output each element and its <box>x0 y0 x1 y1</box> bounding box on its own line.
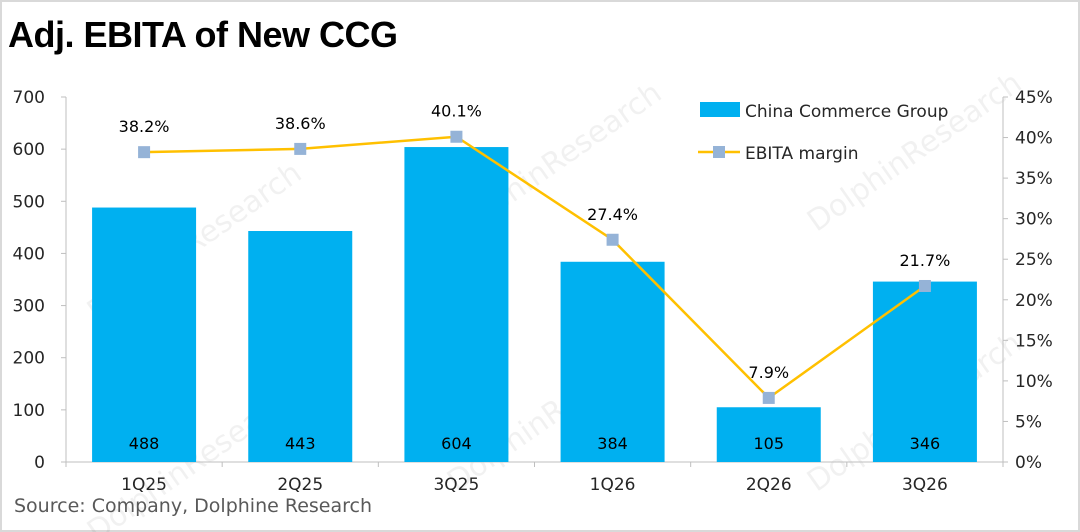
bar <box>404 147 509 463</box>
legend-swatch-marker <box>713 146 725 158</box>
margin-marker <box>918 279 931 292</box>
left-tick-label: 700 <box>13 88 45 108</box>
legend-swatch-bar <box>700 102 740 117</box>
margin-marker <box>762 391 775 404</box>
bar <box>716 407 821 462</box>
x-tick-label: 3Q25 <box>433 475 479 495</box>
bar <box>92 207 197 462</box>
margin-line <box>144 135 926 400</box>
right-tick-label: 30% <box>1015 210 1053 230</box>
margin-value-label: 38.2% <box>119 117 170 136</box>
x-tick-label: 3Q26 <box>902 475 948 495</box>
bar-value-label: 604 <box>441 434 472 453</box>
chart-title: Adj. EBITA of New CCG <box>8 14 398 55</box>
right-tick-label: 10% <box>1015 372 1053 392</box>
legend-label: China Commerce Group <box>745 102 948 122</box>
right-tick-label: 40% <box>1015 129 1053 149</box>
right-tick-label: 0% <box>1015 453 1042 473</box>
left-tick-label: 600 <box>13 140 45 160</box>
bar <box>248 231 353 462</box>
right-tick-label: 45% <box>1015 88 1053 108</box>
x-tick-label: 1Q25 <box>121 475 167 495</box>
x-tick-label: 2Q25 <box>277 475 323 495</box>
margin-marker <box>138 146 151 159</box>
bar-value-label: 105 <box>753 434 784 453</box>
margin-marker <box>450 130 463 143</box>
right-tick-label: 35% <box>1015 169 1053 189</box>
bar-value-label: 488 <box>129 434 160 453</box>
bar <box>560 261 665 462</box>
right-tick-label: 20% <box>1015 291 1053 311</box>
bar-value-label: 443 <box>285 434 316 453</box>
right-tick-label: 15% <box>1015 331 1053 351</box>
legend-label: EBITA margin <box>745 144 858 164</box>
left-tick-label: 100 <box>13 401 45 421</box>
margin-value-label: 38.6% <box>275 114 326 133</box>
left-tick-label: 400 <box>13 244 45 264</box>
left-tick-label: 500 <box>13 192 45 212</box>
right-tick-label: 5% <box>1015 412 1042 432</box>
x-tick-label: 1Q26 <box>590 475 636 495</box>
margin-marker <box>294 142 307 155</box>
left-tick-label: 200 <box>13 349 45 369</box>
bar-value-label: 384 <box>597 434 628 453</box>
margin-marker <box>606 233 619 246</box>
left-tick-label: 0 <box>34 453 45 473</box>
right-tick-label: 25% <box>1015 250 1053 270</box>
margin-value-label: 21.7% <box>900 251 951 270</box>
source-note: Source: Company, Dolphine Research <box>14 495 373 517</box>
bar-value-label: 346 <box>910 434 941 453</box>
margin-value-label: 7.9% <box>748 363 789 382</box>
margin-value-label: 40.1% <box>431 102 482 121</box>
x-tick-label: 2Q26 <box>746 475 792 495</box>
margin-value-label: 27.4% <box>587 205 638 224</box>
left-tick-label: 300 <box>13 297 45 317</box>
